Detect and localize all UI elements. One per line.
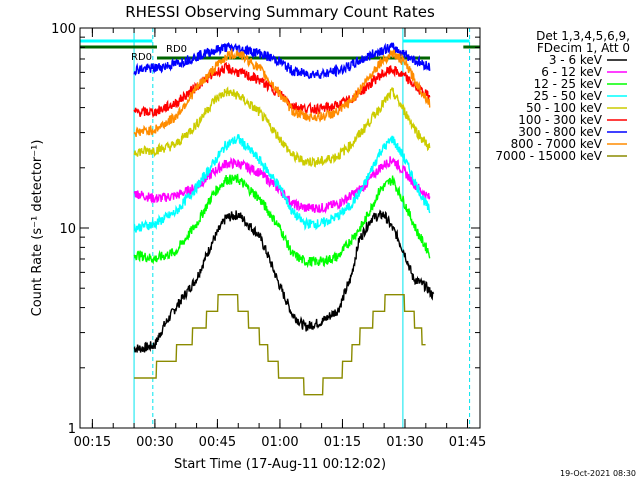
chart-title: RHESSI Observing Summary Count Rates (125, 3, 435, 21)
series-line-6 (133, 41, 431, 80)
legend-label-8: 7000 - 15000 keV (495, 149, 602, 163)
annotation-rd0-1: RD0 (166, 44, 187, 55)
series-line-8 (134, 294, 426, 396)
series-line-4 (133, 86, 431, 168)
legend-header-1: Det 1,3,4,5,6,9, (536, 29, 630, 43)
series-line-3 (133, 133, 431, 233)
y-tick-label-2: 100 (51, 22, 76, 37)
legend-label-5: 100 - 300 keV (518, 113, 602, 127)
legend-label-6: 300 - 800 keV (518, 125, 602, 139)
series-line-5 (133, 61, 431, 119)
x-tick-label-5: 01:30 (386, 435, 423, 450)
y-tick-label-1: 10 (59, 222, 76, 237)
timestamp: 19-Oct-2021 08:30 (560, 469, 636, 478)
y-tick-label-0: 1 (68, 422, 76, 437)
legend-label-2: 12 - 25 keV (534, 77, 603, 91)
legend-label-3: 25 - 50 keV (534, 89, 603, 103)
annotation-rd0-2: RD0 (131, 52, 152, 63)
x-tick-label-0: 00:15 (74, 435, 111, 450)
series-line-7 (133, 47, 431, 138)
legend-header-2: FDecim 1, Att 0 (537, 41, 630, 55)
legend-label-4: 50 - 100 keV (526, 101, 603, 115)
legend-label-7: 800 - 7000 keV (511, 137, 603, 151)
x-tick-label-3: 01:00 (261, 435, 298, 450)
y-axis-label: Count Rate (s⁻¹ detector⁻¹) (30, 140, 45, 317)
series-line-2 (133, 173, 431, 269)
series-line-1 (133, 156, 431, 215)
x-axis-label: Start Time (17-Aug-11 00:12:02) (174, 457, 386, 472)
x-tick-label-4: 01:15 (324, 435, 361, 450)
legend-label-1: 6 - 12 keV (541, 65, 603, 79)
x-tick-label-1: 00:30 (136, 435, 173, 450)
series-line-0 (133, 209, 435, 353)
x-tick-label-2: 00:45 (199, 435, 236, 450)
legend-label-0: 3 - 6 keV (549, 53, 603, 67)
x-tick-label-6: 01:45 (449, 435, 486, 450)
